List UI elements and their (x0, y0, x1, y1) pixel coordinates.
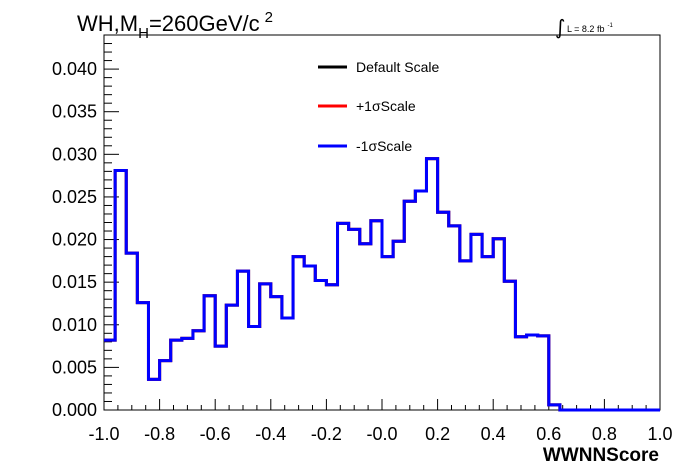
title-subscript: H (138, 25, 149, 42)
y-tick-label: 0.035 (52, 102, 97, 122)
y-tick-label: 0.015 (52, 272, 97, 292)
lumi-label: L = 8.2 fb -1 (567, 23, 613, 34)
x-tick-label: -0.0 (366, 424, 397, 444)
y-axis-ticks (104, 43, 119, 411)
x-tick-label: -1.0 (88, 424, 119, 444)
x-tick-label: 0.4 (481, 424, 506, 444)
x-axis-tick-labels: -1.0 -0.8 -0.6 -0.4 -0.2 -0.0 0.2 0.4 0.6 0.8 1.0 (88, 424, 672, 444)
x-tick-label: -0.8 (144, 424, 175, 444)
y-tick-label: 0.025 (52, 187, 97, 207)
title-main: WH,M (77, 11, 138, 36)
y-tick-label: 0.030 (52, 144, 97, 164)
chart-title: WH,MH=260GeV/c 2 (77, 9, 273, 42)
lumi-superscript: -1 (607, 23, 613, 29)
lumi-integral-sign: ∫ (555, 15, 565, 39)
x-tick-label: 1.0 (647, 424, 672, 444)
y-tick-label: 0.010 (52, 315, 97, 335)
legend-label-plus1sigma: +1σScale (356, 98, 416, 114)
x-tick-label: -0.6 (200, 424, 231, 444)
legend-label-minus1sigma: -1σScale (356, 138, 412, 154)
x-axis-ticks (103, 399, 661, 410)
title-superscript: 2 (265, 9, 273, 26)
x-tick-label: 0.8 (592, 424, 617, 444)
y-tick-label: 0.040 (52, 59, 97, 79)
lumi-text: L = 8.2 fb (567, 24, 604, 34)
legend-label-default: Default Scale (356, 59, 439, 75)
x-tick-label: -0.2 (311, 424, 342, 444)
x-tick-label: -0.4 (255, 424, 286, 444)
y-tick-label: 0.005 (52, 357, 97, 377)
y-axis-tick-labels: 0.000 0.005 0.010 0.015 0.020 0.025 0.030 0.035… (52, 59, 97, 420)
series-line-2 (104, 157, 660, 412)
y-tick-label: 0.000 (52, 400, 97, 420)
x-axis-label: WWNNScore (543, 445, 659, 466)
y-tick-label: 0.020 (52, 230, 97, 250)
legend: Default Scale +1σScale -1σScale (318, 59, 439, 154)
x-tick-label: 0.6 (536, 424, 561, 444)
title-rest: =260GeV/c (149, 11, 260, 36)
series-lines (104, 157, 660, 412)
x-tick-label: 0.2 (425, 424, 450, 444)
